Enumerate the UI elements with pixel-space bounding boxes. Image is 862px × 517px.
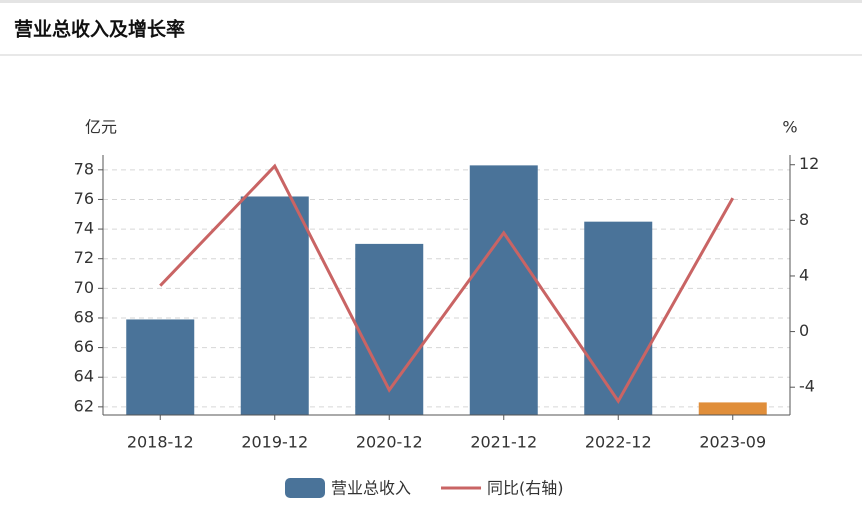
y2-tick-label: 12 [799, 154, 819, 173]
legend-label: 营业总收入 [331, 479, 411, 498]
y-tick-label: 72 [74, 248, 94, 267]
x-tick-label: 2023-09 [699, 433, 766, 452]
top-border [0, 0, 862, 3]
y2-axis-label: % [782, 118, 797, 137]
y-tick-label: 68 [74, 307, 94, 326]
y-tick-label: 64 [74, 367, 94, 386]
x-tick-label: 2018-12 [127, 433, 194, 452]
bar [584, 221, 653, 415]
y2-tick-label: 8 [799, 210, 809, 229]
y-tick-label: 74 [74, 219, 94, 238]
y-tick-label: 66 [74, 337, 94, 356]
y-tick-label: 70 [74, 278, 94, 297]
x-tick-label: 2022-12 [585, 433, 652, 452]
y-tick-label: 76 [74, 189, 94, 208]
chart-title: 营业总收入及增长率 [14, 18, 185, 41]
legend-swatch [285, 478, 325, 498]
x-tick-label: 2021-12 [470, 433, 537, 452]
y-tick-label: 78 [74, 159, 94, 178]
legend-label: 同比(右轴) [487, 479, 564, 498]
bar [469, 165, 538, 415]
y-tick-label: 62 [74, 396, 94, 415]
y-axis-label: 亿元 [85, 118, 117, 137]
y2-tick-label: -4 [799, 377, 815, 396]
y2-tick-label: 4 [799, 265, 809, 284]
bar [240, 196, 309, 415]
line [159, 163, 735, 404]
bar [698, 402, 767, 415]
bar [126, 319, 195, 415]
bar [355, 243, 424, 415]
x-tick-label: 2019-12 [241, 433, 308, 452]
x-tick-label: 2020-12 [356, 433, 423, 452]
y2-tick-label: 0 [799, 321, 809, 340]
